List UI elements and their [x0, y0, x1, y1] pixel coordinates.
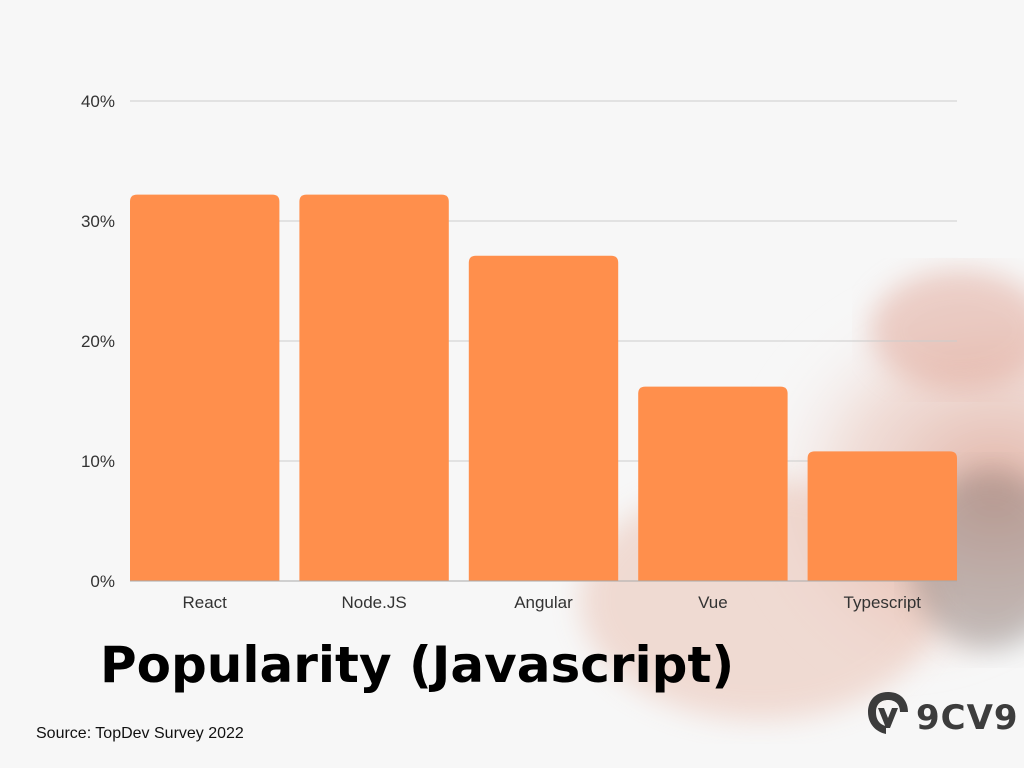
x-tick-label: React: [182, 593, 227, 612]
y-tick-label: 20%: [81, 332, 115, 351]
x-tick-label: Angular: [514, 593, 573, 612]
y-tick-label: 40%: [81, 92, 115, 111]
y-tick-label: 30%: [81, 212, 115, 231]
bar: [807, 451, 957, 581]
bar: [638, 386, 788, 581]
brand-logo: 9CV9: [864, 688, 1018, 744]
chart-title: Popularity (Javascript): [100, 636, 735, 694]
9cv9-logo-icon: [868, 692, 908, 734]
x-tick-label: Vue: [698, 593, 728, 612]
bar-chart: 0% 10% 20% 30% 40% React Node.JS Angular Vue Type…: [81, 92, 957, 612]
y-tick-label: 0%: [90, 572, 115, 591]
y-tick-label: 10%: [81, 452, 115, 471]
x-tick-label: Typescript: [844, 593, 922, 612]
source-note: Source: TopDev Survey 2022: [36, 725, 244, 742]
x-tick-label: Node.JS: [341, 593, 406, 612]
bar: [468, 255, 619, 582]
brand-name: 9CV9: [916, 698, 1019, 738]
bar: [130, 194, 280, 581]
bar: [299, 194, 449, 581]
